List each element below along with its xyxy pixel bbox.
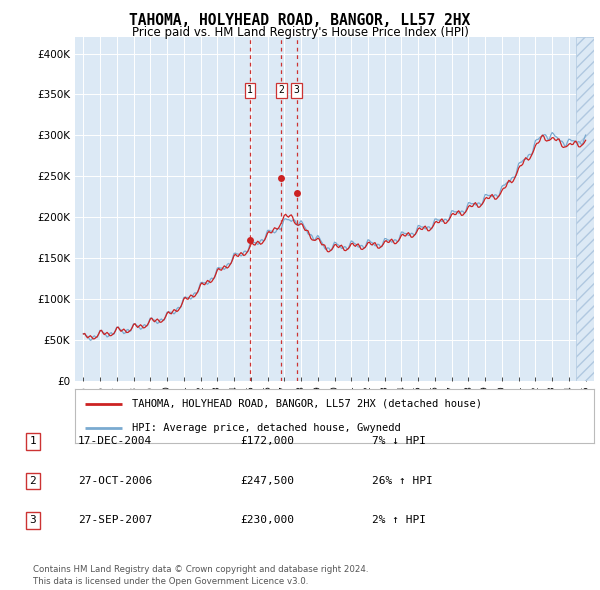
Text: £230,000: £230,000	[240, 516, 294, 525]
Text: 1: 1	[247, 86, 253, 96]
Bar	[576, 37, 594, 381]
Text: 17-DEC-2004: 17-DEC-2004	[78, 437, 152, 446]
Text: 27-OCT-2006: 27-OCT-2006	[78, 476, 152, 486]
Text: £172,000: £172,000	[240, 437, 294, 446]
Text: TAHOMA, HOLYHEAD ROAD, BANGOR, LL57 2HX (detached house): TAHOMA, HOLYHEAD ROAD, BANGOR, LL57 2HX …	[132, 399, 482, 409]
Point	[245, 235, 255, 245]
Point	[292, 188, 301, 197]
Text: 2% ↑ HPI: 2% ↑ HPI	[372, 516, 426, 525]
Text: 3: 3	[294, 86, 299, 96]
Text: 2: 2	[29, 476, 37, 486]
Text: 2: 2	[278, 86, 284, 96]
Text: £247,500: £247,500	[240, 476, 294, 486]
Text: 3: 3	[29, 516, 37, 525]
Text: 7% ↓ HPI: 7% ↓ HPI	[372, 437, 426, 446]
Text: HPI: Average price, detached house, Gwynedd: HPI: Average price, detached house, Gwyn…	[132, 423, 401, 433]
Text: 1: 1	[29, 437, 37, 446]
Text: 27-SEP-2007: 27-SEP-2007	[78, 516, 152, 525]
Text: TAHOMA, HOLYHEAD ROAD, BANGOR, LL57 2HX: TAHOMA, HOLYHEAD ROAD, BANGOR, LL57 2HX	[130, 13, 470, 28]
Point	[277, 173, 286, 183]
Text: This data is licensed under the Open Government Licence v3.0.: This data is licensed under the Open Gov…	[33, 577, 308, 586]
Text: 26% ↑ HPI: 26% ↑ HPI	[372, 476, 433, 486]
Text: Price paid vs. HM Land Registry's House Price Index (HPI): Price paid vs. HM Land Registry's House …	[131, 26, 469, 39]
Text: Contains HM Land Registry data © Crown copyright and database right 2024.: Contains HM Land Registry data © Crown c…	[33, 565, 368, 573]
